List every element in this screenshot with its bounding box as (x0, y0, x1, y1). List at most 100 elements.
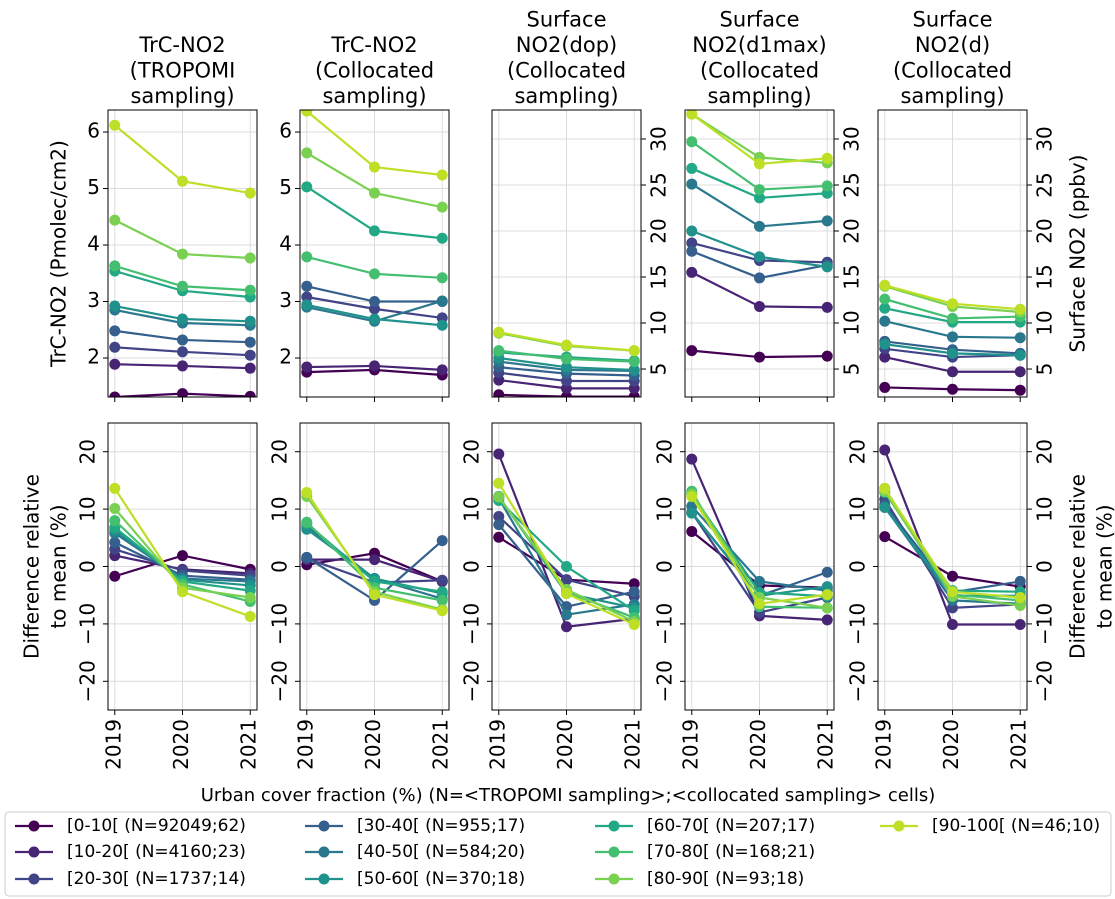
plot-area (686, 110, 833, 363)
y-tick-label: 20 (268, 439, 292, 464)
data-point (369, 187, 380, 199)
legend-label: [10-20[ (N=4160;23) (67, 842, 246, 862)
y-tick-label: 0 (653, 560, 677, 573)
x-tick-label: 2019 (485, 719, 509, 770)
data-point (628, 345, 640, 357)
y-tick-label: 6 (87, 119, 100, 143)
x-tick-label: 2021 (814, 719, 838, 770)
panel-title: (Collocated (700, 59, 819, 83)
y-tick-label: 15 (840, 264, 864, 289)
legend-marker (893, 820, 905, 832)
legend-marker (608, 820, 620, 832)
y-tick-label: 2 (279, 345, 292, 369)
x-tick-label: 2019 (678, 719, 702, 770)
data-point (561, 574, 572, 586)
data-point (301, 181, 313, 193)
x-tick-label: 2021 (237, 719, 261, 770)
panel-frame (107, 422, 258, 711)
data-point (109, 119, 121, 131)
data-point (244, 284, 256, 296)
data-point (561, 361, 572, 373)
y-tick-label: −10 (846, 603, 870, 645)
y-tick-label: 20 (76, 439, 100, 464)
plot-area (493, 448, 640, 633)
plot-area (686, 453, 833, 626)
data-point (109, 482, 121, 494)
data-point (301, 251, 313, 263)
panel-frame (491, 109, 642, 398)
data-point (109, 391, 121, 397)
data-point (947, 618, 958, 630)
y-tick-label: 5 (840, 363, 864, 376)
data-point (686, 507, 698, 519)
data-point (301, 299, 313, 311)
data-point (109, 570, 121, 582)
data-point (1014, 366, 1026, 378)
data-point (561, 339, 572, 351)
plot-area (109, 482, 256, 622)
data-point (947, 570, 958, 582)
y-tick-label: −10 (653, 603, 677, 645)
legend-marker (28, 846, 40, 858)
y-axis-label: to mean (%) (1093, 504, 1115, 628)
x-tick-label: 2019 (101, 719, 125, 770)
data-point (244, 315, 256, 327)
data-point (879, 338, 891, 350)
y-tick-label: 30 (647, 126, 671, 151)
data-point (1014, 349, 1026, 361)
data-point (821, 566, 833, 578)
data-point (244, 187, 256, 199)
data-point (947, 312, 958, 324)
data-point (1014, 600, 1026, 612)
data-point (177, 586, 188, 598)
data-point (244, 349, 256, 361)
data-point (821, 602, 833, 614)
panel-title: NO2(d) (915, 33, 990, 57)
data-point (301, 147, 313, 159)
y-tick-label: −10 (268, 603, 292, 645)
data-point (686, 453, 698, 465)
data-point (177, 313, 188, 325)
data-point (628, 364, 640, 376)
data-point (754, 598, 765, 610)
y-tick-label: 5 (647, 363, 671, 376)
data-point (879, 381, 891, 393)
data-point (754, 575, 765, 587)
panel-frame (684, 109, 835, 398)
y-tick-label: −10 (460, 603, 484, 645)
data-point (754, 251, 765, 263)
legend-label: [30-40[ (N=955;17) (357, 816, 525, 836)
x-tick-label: 2021 (621, 719, 645, 770)
panel-title: sampling) (322, 84, 426, 108)
data-point (686, 345, 698, 357)
panel-title: NO2(dop) (516, 33, 618, 57)
y-tick-label: 10 (653, 496, 677, 521)
data-point (493, 326, 505, 338)
data-point (301, 291, 313, 303)
x-tick-label: 2020 (746, 719, 770, 770)
data-point (177, 346, 188, 358)
data-point (754, 158, 765, 170)
legend-marker (608, 873, 620, 885)
legend-box (4, 811, 1112, 897)
data-point (301, 280, 313, 292)
data-point (369, 296, 380, 308)
data-point (1014, 591, 1026, 603)
y-tick-label: 4 (279, 232, 292, 256)
data-point (493, 531, 505, 543)
legend-label: [90-100[ (N=46;10) (932, 816, 1100, 836)
y-tick-label: −20 (460, 660, 484, 702)
legend-label: [40-50[ (N=584;20) (357, 842, 525, 862)
data-point (244, 252, 256, 264)
plot-area (301, 110, 448, 381)
data-point (754, 351, 765, 363)
data-point (177, 175, 188, 187)
data-point (109, 358, 121, 370)
data-point (879, 293, 891, 305)
y-tick-label: 20 (653, 439, 677, 464)
data-point (821, 301, 833, 313)
y-tick-label: 0 (846, 560, 870, 573)
y-tick-label: 3 (279, 288, 292, 312)
data-point (561, 621, 572, 633)
data-point (561, 353, 572, 365)
